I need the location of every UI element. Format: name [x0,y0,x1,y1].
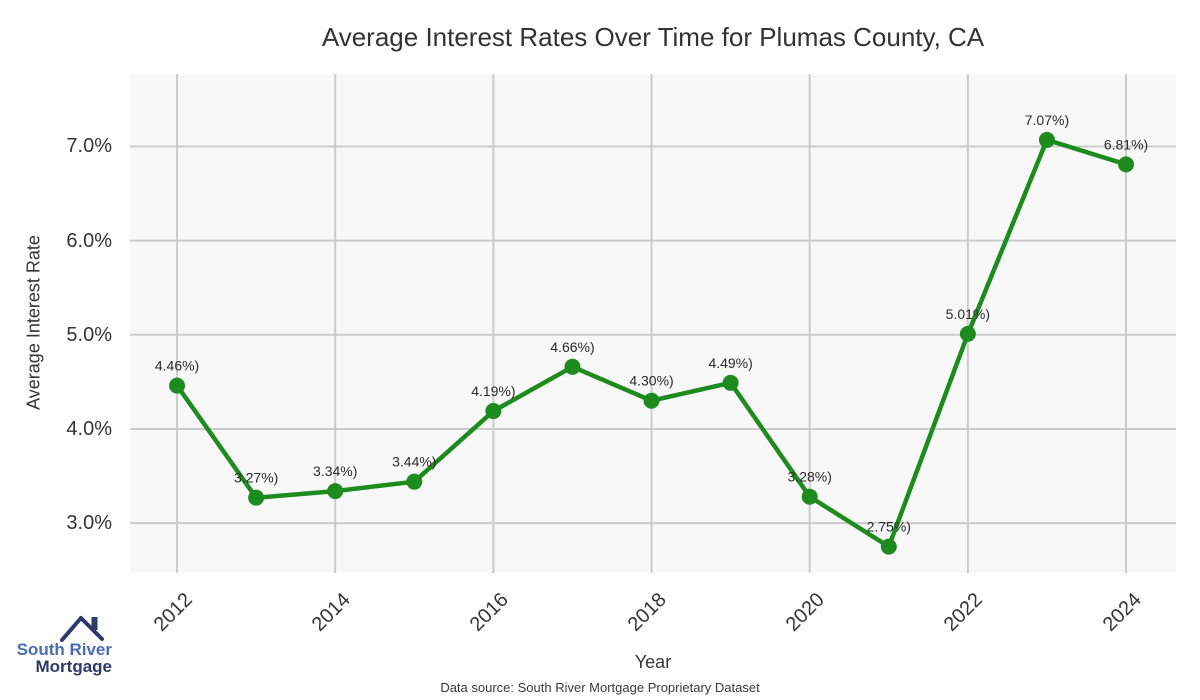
house-roof-icon [60,616,104,642]
data-point-2014 [327,483,344,500]
x-tick-label: 2016 [465,588,513,636]
data-point-2019 [722,374,739,391]
data-point-2012 [169,377,186,394]
plot-area: 4.46%) 3.27%) 3.34%) 3.44%) 4.19%) 4.66%) 4.30… [130,74,1176,573]
data-point-2022 [959,325,976,342]
data-point-label: 3.34%) [313,463,357,479]
x-tick-label: 2022 [940,588,988,636]
data-point-label: 4.19%) [471,383,515,399]
data-point-label: 2.75%) [867,519,911,535]
data-point-label: 4.30%) [629,373,673,389]
data-point-label: 4.66%) [550,339,594,355]
data-point-2013 [248,489,265,506]
data-point-label: 7.07%) [1025,112,1069,128]
line-chart: 4.46%) 3.27%) 3.34%) 3.44%) 4.19%) 4.66%) 4.30… [130,74,1176,573]
logo-text-south-river: South River [16,640,112,659]
data-point-label: 4.49%) [708,355,752,371]
y-tick-label: 3.0% [66,512,112,535]
data-point-2018 [643,392,660,409]
data-point-2021 [880,538,897,555]
x-tick-label: 2024 [1098,588,1146,636]
data-source-note: Data source: South River Mortgage Propri… [440,680,760,695]
x-axis-title: Year [634,652,672,672]
y-tick-label: 6.0% [66,229,112,252]
y-tick-label: 4.0% [66,417,112,440]
data-point-label: 6.81%) [1104,136,1148,152]
south-river-mortgage-logo: South River Mortgage [16,614,113,676]
x-tick-label: 2012 [149,588,197,636]
data-point-2024 [1118,156,1135,173]
data-point-label: 3.27%) [234,470,278,486]
x-tick-label: 2020 [781,588,829,636]
data-point-2016 [485,403,502,420]
chart-title: Average Interest Rates Over Time for Plu… [321,22,985,52]
data-point-label: 4.46%) [155,358,199,374]
data-point-label: 3.28%) [788,469,832,485]
data-point-2020 [801,488,818,505]
y-tick-label: 5.0% [66,323,112,346]
data-point-2017 [564,358,581,375]
data-point-2015 [406,473,423,490]
y-axis-ticks: 3.0% 4.0% 5.0% 6.0% 7.0% [0,0,112,700]
data-point-label: 3.44%) [392,454,436,470]
data-point-label: 5.01%) [946,306,990,322]
x-tick-label: 2014 [307,588,355,636]
y-tick-label: 7.0% [66,135,112,158]
x-tick-label: 2018 [623,588,671,636]
logo-text-mortgage: Mortgage [35,657,113,676]
data-point-2023 [1038,131,1055,148]
